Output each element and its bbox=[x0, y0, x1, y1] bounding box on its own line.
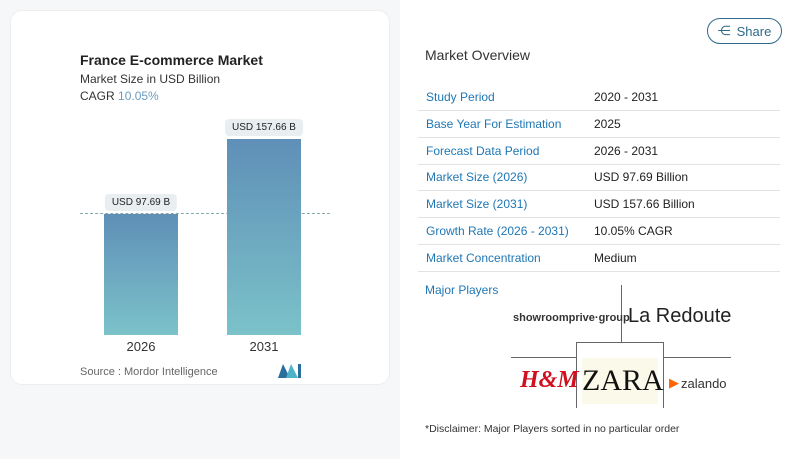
row-value: Medium bbox=[594, 250, 637, 265]
overview-row: Base Year For Estimation 2025 bbox=[418, 111, 780, 138]
overview-row: Market Concentration Medium bbox=[418, 245, 780, 272]
row-value: 2025 bbox=[594, 116, 621, 131]
divider bbox=[621, 285, 622, 342]
chart-title: France E-commerce Market bbox=[80, 52, 263, 68]
row-value: 2026 - 2031 bbox=[594, 143, 659, 158]
overview-row: Study Period 2020 - 2031 bbox=[418, 84, 780, 111]
row-value: USD 97.69 Billion bbox=[594, 170, 689, 185]
row-label: Forecast Data Period bbox=[426, 143, 540, 158]
mordor-logo-icon bbox=[278, 364, 301, 378]
disclaimer: *Disclaimer: Major Players sorted in no … bbox=[425, 423, 680, 435]
row-value: 10.05% CAGR bbox=[594, 224, 673, 238]
row-label: Growth Rate (2026 - 2031) bbox=[426, 224, 569, 238]
share-label: Share bbox=[736, 23, 772, 39]
reference-line bbox=[80, 213, 330, 214]
major-players-title: Major Players bbox=[425, 283, 499, 297]
row-label: Market Concentration bbox=[426, 250, 541, 265]
bar-2026 bbox=[104, 213, 178, 335]
row-value: USD 157.66 Billion bbox=[594, 197, 695, 212]
overview-row: Market Size (2026) USD 97.69 Billion bbox=[418, 164, 780, 192]
cagr-label: CAGR bbox=[80, 89, 115, 103]
cagr-value: 10.05% bbox=[118, 89, 159, 103]
row-label: Study Period bbox=[426, 90, 495, 104]
data-label: USD 157.66 B bbox=[225, 119, 303, 136]
logo-zalando: ▶ zalando bbox=[669, 375, 727, 391]
row-label: Market Size (2031) bbox=[426, 197, 528, 212]
zalando-text: zalando bbox=[681, 375, 727, 391]
share-button[interactable]: ⋲ Share bbox=[707, 18, 782, 44]
overview-row: Market Size (2031) USD 157.66 Billion bbox=[418, 191, 780, 219]
source: Source : Mordor Intelligence bbox=[80, 366, 218, 378]
overview-row: Growth Rate (2026 - 2031) 10.05% CAGR bbox=[418, 218, 780, 245]
row-label: Market Size (2026) bbox=[426, 170, 528, 185]
bar-2031 bbox=[227, 139, 301, 335]
row-value: 2020 - 2031 bbox=[594, 90, 659, 104]
overview-row: Forecast Data Period 2026 - 2031 bbox=[418, 138, 780, 165]
logo-hm: H&M bbox=[520, 367, 579, 393]
logo-la-redoute: La Redoute bbox=[628, 305, 732, 327]
overview-title: Market Overview bbox=[425, 47, 531, 63]
x-tick-label: 2031 bbox=[249, 339, 279, 354]
data-label: USD 97.69 B bbox=[104, 193, 178, 211]
share-icon: ⋲ bbox=[717, 23, 731, 38]
logo-zara: ZARA bbox=[582, 358, 664, 404]
row-label: Base Year For Estimation bbox=[426, 116, 562, 131]
logo-showroomprive: showroomprive·group bbox=[513, 312, 630, 324]
zalando-icon: ▶ bbox=[669, 375, 679, 390]
cagr: CAGR 10.05% bbox=[80, 89, 159, 103]
chart-subtitle: Market Size in USD Billion bbox=[80, 72, 221, 86]
chart-card bbox=[10, 10, 390, 385]
x-tick-label: 2026 bbox=[126, 339, 156, 354]
